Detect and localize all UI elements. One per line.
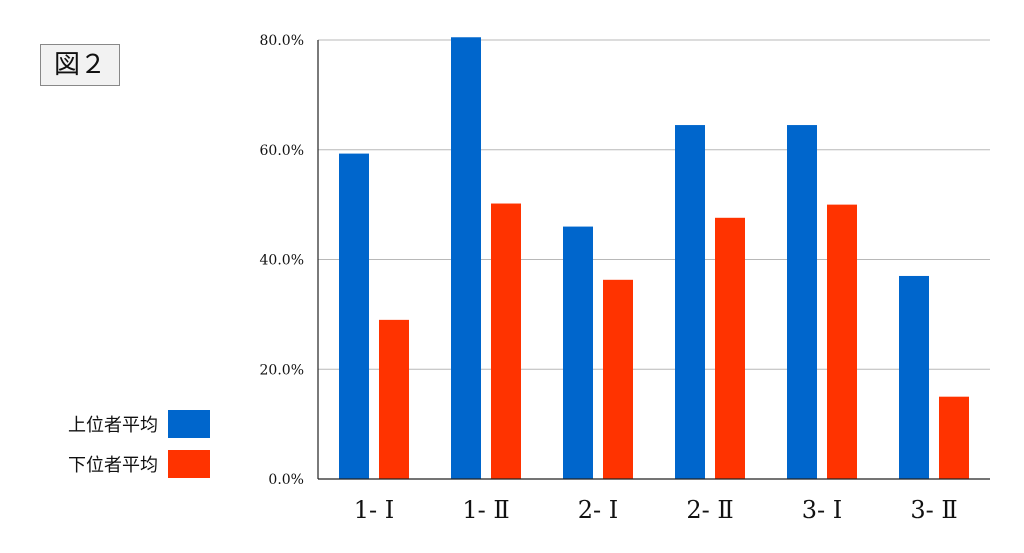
x-category-label: 2- Ⅱ [686,496,733,524]
bar-lower-6 [939,396,969,479]
x-category-label: 3- Ⅰ [802,496,843,524]
figure-label: 図２ [40,44,120,86]
legend-label: 上位者平均 [68,415,158,436]
bar-lower-2 [491,203,521,479]
bar-upper-6 [899,275,929,479]
bars [339,37,969,480]
bar-lower-4 [715,217,745,480]
bar-lower-1 [379,319,409,479]
y-tick-label: 40.0% [260,253,304,269]
y-tick-label: 20.0% [260,362,304,378]
y-tick-label: 0.0% [268,472,304,488]
bar-upper-2 [451,37,481,479]
y-tick-label: 80.0% [260,33,304,49]
bar-upper-5 [787,125,817,480]
x-axis-category-labels: 1- Ⅰ 1- Ⅱ 2- Ⅰ 2- Ⅱ 3- Ⅰ 3- Ⅱ [354,496,958,524]
legend-swatch [168,450,210,478]
x-category-label: 3- Ⅱ [910,496,957,524]
legend-swatch [168,410,210,438]
gridlines [318,39,990,370]
bar-lower-3 [603,279,633,479]
y-axis-tick-labels: 0.0% 20.0% 40.0% 60.0% 80.0% [260,33,304,488]
bar-upper-1 [339,153,369,479]
x-category-label: 1- Ⅰ [354,496,395,524]
legend-label: 下位者平均 [68,455,158,476]
bar-upper-3 [563,226,593,479]
bar-lower-5 [827,204,857,479]
y-tick-label: 60.0% [260,143,304,159]
x-category-label: 1- Ⅱ [462,496,509,524]
x-category-label: 2- Ⅰ [578,496,619,524]
bar-upper-4 [675,125,705,480]
